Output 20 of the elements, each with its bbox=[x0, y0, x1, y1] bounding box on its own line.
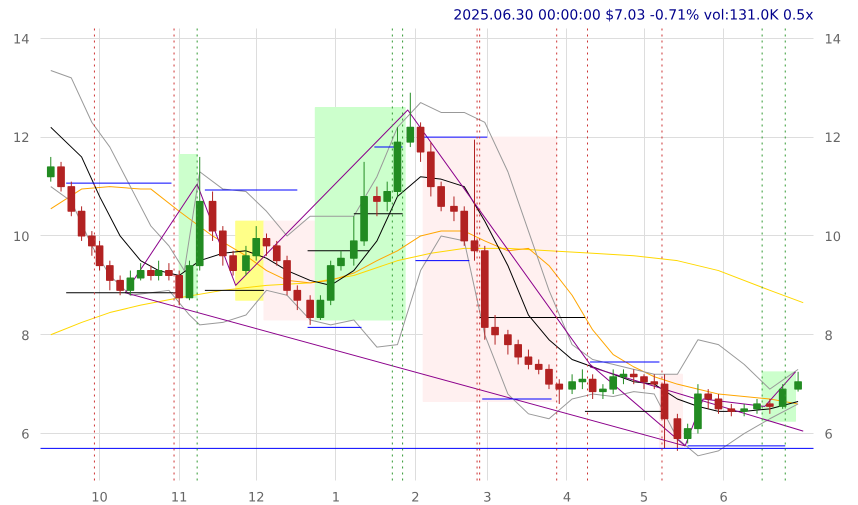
x-tick-label: 3 bbox=[483, 490, 492, 505]
chart-title: 2025.06.30 00:00:00 $7.03 -0.71% vol:131.0K 0.5x bbox=[453, 8, 814, 24]
y2-tick-label: 10 bbox=[824, 230, 842, 245]
y-tick-label: 10 bbox=[12, 230, 30, 245]
x-tick-label: 5 bbox=[640, 490, 648, 505]
x-tick-label: 12 bbox=[248, 490, 264, 505]
y2-tick-label: 12 bbox=[824, 131, 842, 146]
y2-tick-label: 14 bbox=[824, 32, 842, 48]
x-tick-label: 6 bbox=[719, 490, 728, 505]
y2-tick-label: 6 bbox=[824, 428, 833, 443]
x-tick-label: 1 bbox=[332, 490, 340, 505]
y-tick-label: 8 bbox=[21, 328, 30, 344]
y2-tick-label: 8 bbox=[824, 328, 833, 344]
y-tick-label: 6 bbox=[21, 428, 30, 443]
y-tick-label: 14 bbox=[12, 32, 30, 48]
y-tick-label: 12 bbox=[12, 131, 30, 146]
x-tick-label: 11 bbox=[170, 490, 188, 505]
x-tick-label: 2 bbox=[411, 490, 420, 505]
x-tick-label: 4 bbox=[562, 490, 572, 505]
x-tick-label: 10 bbox=[91, 490, 108, 505]
